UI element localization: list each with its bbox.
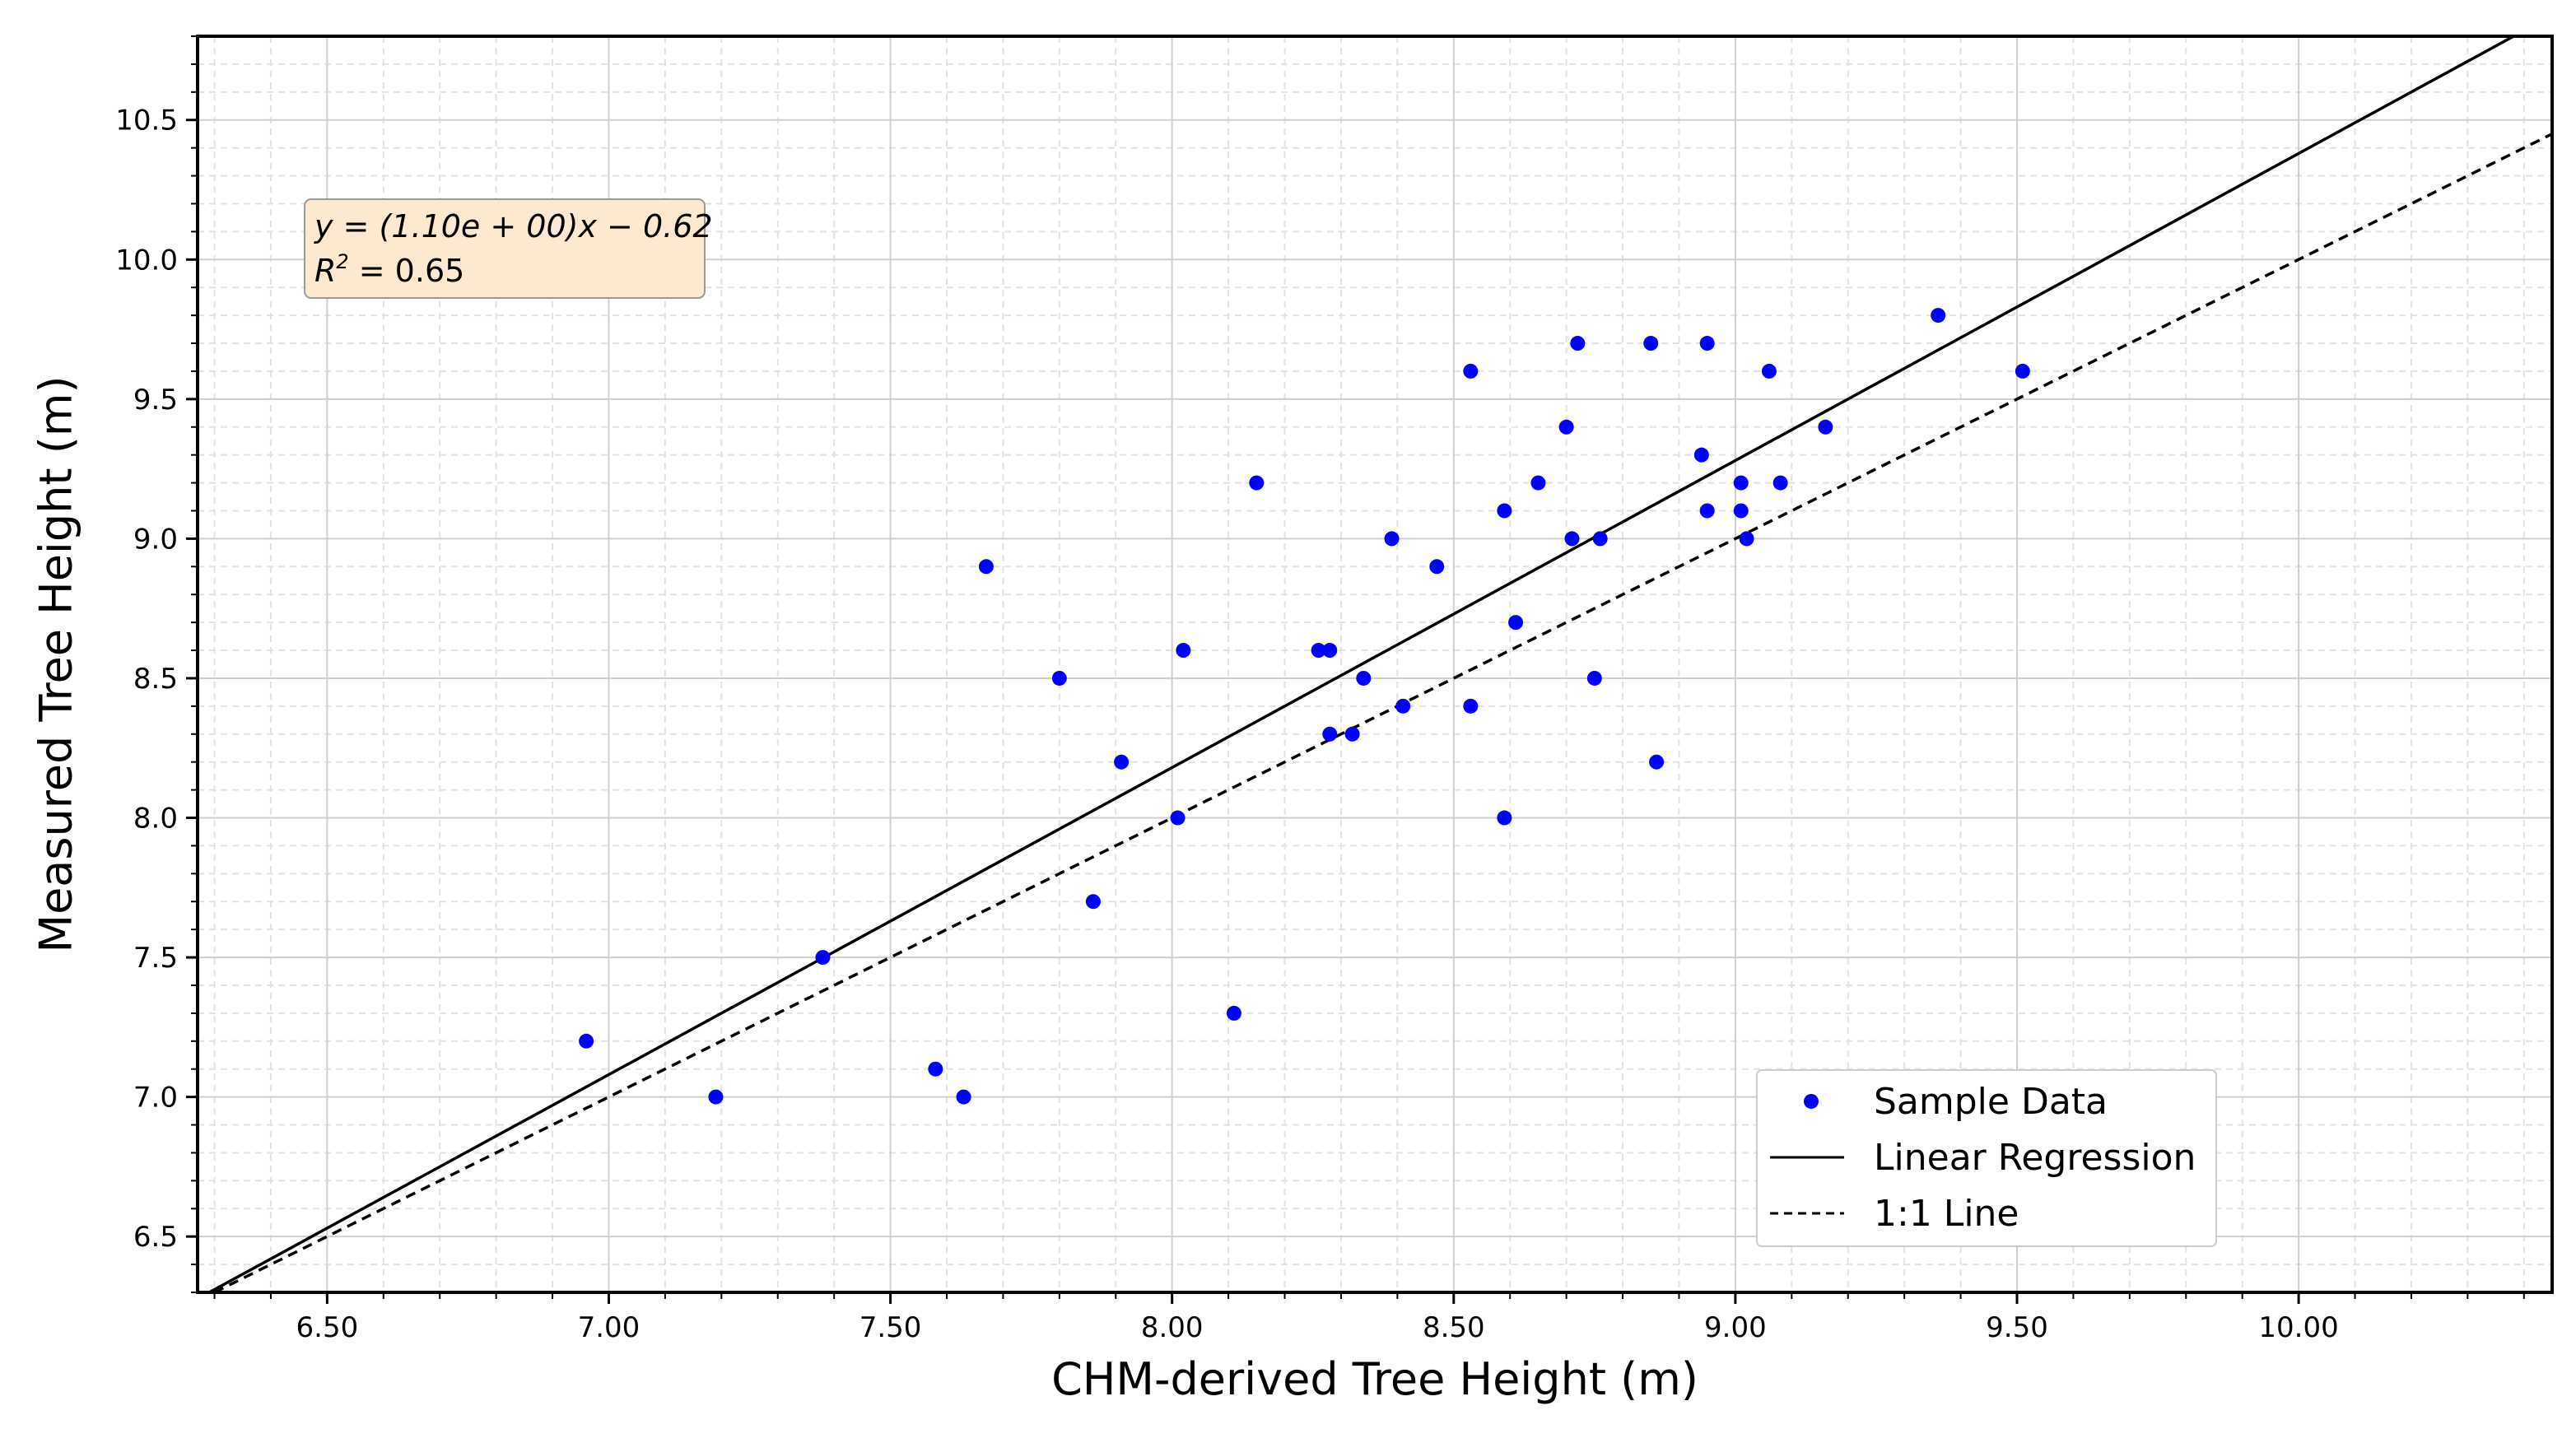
data-point: [1931, 308, 1946, 324]
data-point: [1818, 419, 1833, 435]
x-tick-label: 8.50: [1423, 1311, 1485, 1344]
data-point: [708, 1089, 724, 1105]
x-axis-title: CHM-derived Tree Height (m): [1051, 1353, 1698, 1405]
data-point: [815, 950, 831, 966]
legend-box: [1756, 1069, 2217, 1247]
data-point: [1114, 754, 1130, 770]
y-tick-label: 10.5: [115, 105, 178, 137]
data-point: [1344, 726, 1360, 742]
data-point: [1170, 810, 1186, 826]
r-squared-symbol: R: [314, 253, 336, 289]
legend: Sample Data Linear Regression 1:1 Line: [1756, 1069, 2217, 1247]
regression-equation: y = (1.10e + 00)x − 0.62: [314, 208, 713, 244]
equation-box-background: [304, 198, 706, 299]
r-squared-label: R2 = 0.65: [314, 250, 464, 289]
data-point: [978, 559, 994, 575]
data-point: [1322, 726, 1338, 742]
x-tick-label: 9.00: [1704, 1311, 1767, 1344]
x-tick-label: 7.50: [859, 1311, 922, 1344]
data-point: [1586, 670, 1602, 686]
data-point: [1497, 503, 1512, 519]
legend-label-sample-data: Sample Data: [1874, 1081, 2108, 1123]
legend-marker-sample-data: [1804, 1094, 1819, 1109]
r-squared-superscript: 2: [336, 250, 348, 273]
data-point: [1395, 698, 1411, 714]
x-tick-label: 6.50: [296, 1311, 359, 1344]
data-point: [1733, 475, 1749, 491]
r-squared-value: = 0.65: [349, 253, 465, 289]
legend-label-linear-regression: Linear Regression: [1874, 1137, 2196, 1179]
y-tick-label: 9.0: [133, 523, 178, 556]
data-point: [579, 1033, 594, 1049]
data-point: [1761, 363, 1777, 379]
data-point: [956, 1089, 971, 1105]
linear-regression-line: [208, 35, 2515, 1294]
y-tick-label: 8.0: [133, 803, 178, 836]
y-tick-label: 10.0: [115, 244, 178, 277]
data-point: [1322, 643, 1338, 659]
data-point: [1176, 643, 1191, 659]
one-to-one-line: [213, 133, 2553, 1294]
y-axis-title: Measured Tree Height (m): [30, 375, 82, 952]
data-point: [1463, 698, 1479, 714]
data-point: [928, 1061, 943, 1077]
y-tick-label: 6.5: [133, 1221, 178, 1254]
data-point: [1772, 475, 1788, 491]
data-point: [1564, 531, 1580, 547]
data-point: [1592, 531, 1608, 547]
data-point: [1649, 754, 1665, 770]
data-point: [1463, 363, 1479, 379]
data-point: [1699, 503, 1715, 519]
plot-frame: [196, 35, 2554, 1294]
data-point: [1508, 615, 1524, 631]
y-tick-label: 7.0: [133, 1082, 178, 1115]
data-point: [1384, 531, 1400, 547]
data-point: [1570, 336, 1586, 351]
sample-points: [579, 308, 2030, 1105]
data-point: [1643, 336, 1659, 351]
data-point: [2015, 363, 2030, 379]
data-point: [1429, 559, 1445, 575]
data-point: [1497, 810, 1512, 826]
x-axis-ticks: 6.50 7.00 7.50 8.00 8.50 9.00 9.50 10.00: [296, 1292, 2339, 1344]
y-tick-label: 8.5: [133, 663, 178, 696]
x-tick-label: 8.00: [1141, 1311, 1204, 1344]
data-point: [1051, 670, 1067, 686]
data-point: [1699, 336, 1715, 351]
data-point: [1693, 447, 1709, 463]
data-point: [1249, 475, 1265, 491]
x-tick-label: 10.00: [2258, 1311, 2338, 1344]
data-point: [1530, 475, 1546, 491]
data-point: [1226, 1005, 1241, 1021]
data-point: [1311, 643, 1326, 659]
y-tick-label: 9.5: [133, 384, 178, 417]
fit-lines: [208, 35, 2553, 1294]
data-point: [1356, 670, 1372, 686]
data-point: [1085, 894, 1101, 910]
y-axis-ticks: 6.5 7.0 7.5 8.0 8.5 9.0 9.5 10.0 10.5: [115, 105, 198, 1254]
data-point: [1733, 503, 1749, 519]
x-tick-label: 7.00: [578, 1311, 641, 1344]
y-tick-label: 7.5: [133, 942, 178, 975]
data-point: [1558, 419, 1574, 435]
regression-equation-box: y = (1.10e + 00)x − 0.62 R2 = 0.65: [304, 198, 713, 299]
x-tick-label: 9.50: [1986, 1311, 2048, 1344]
data-point: [1739, 531, 1754, 547]
legend-label-one-to-one-line: 1:1 Line: [1874, 1193, 2019, 1235]
